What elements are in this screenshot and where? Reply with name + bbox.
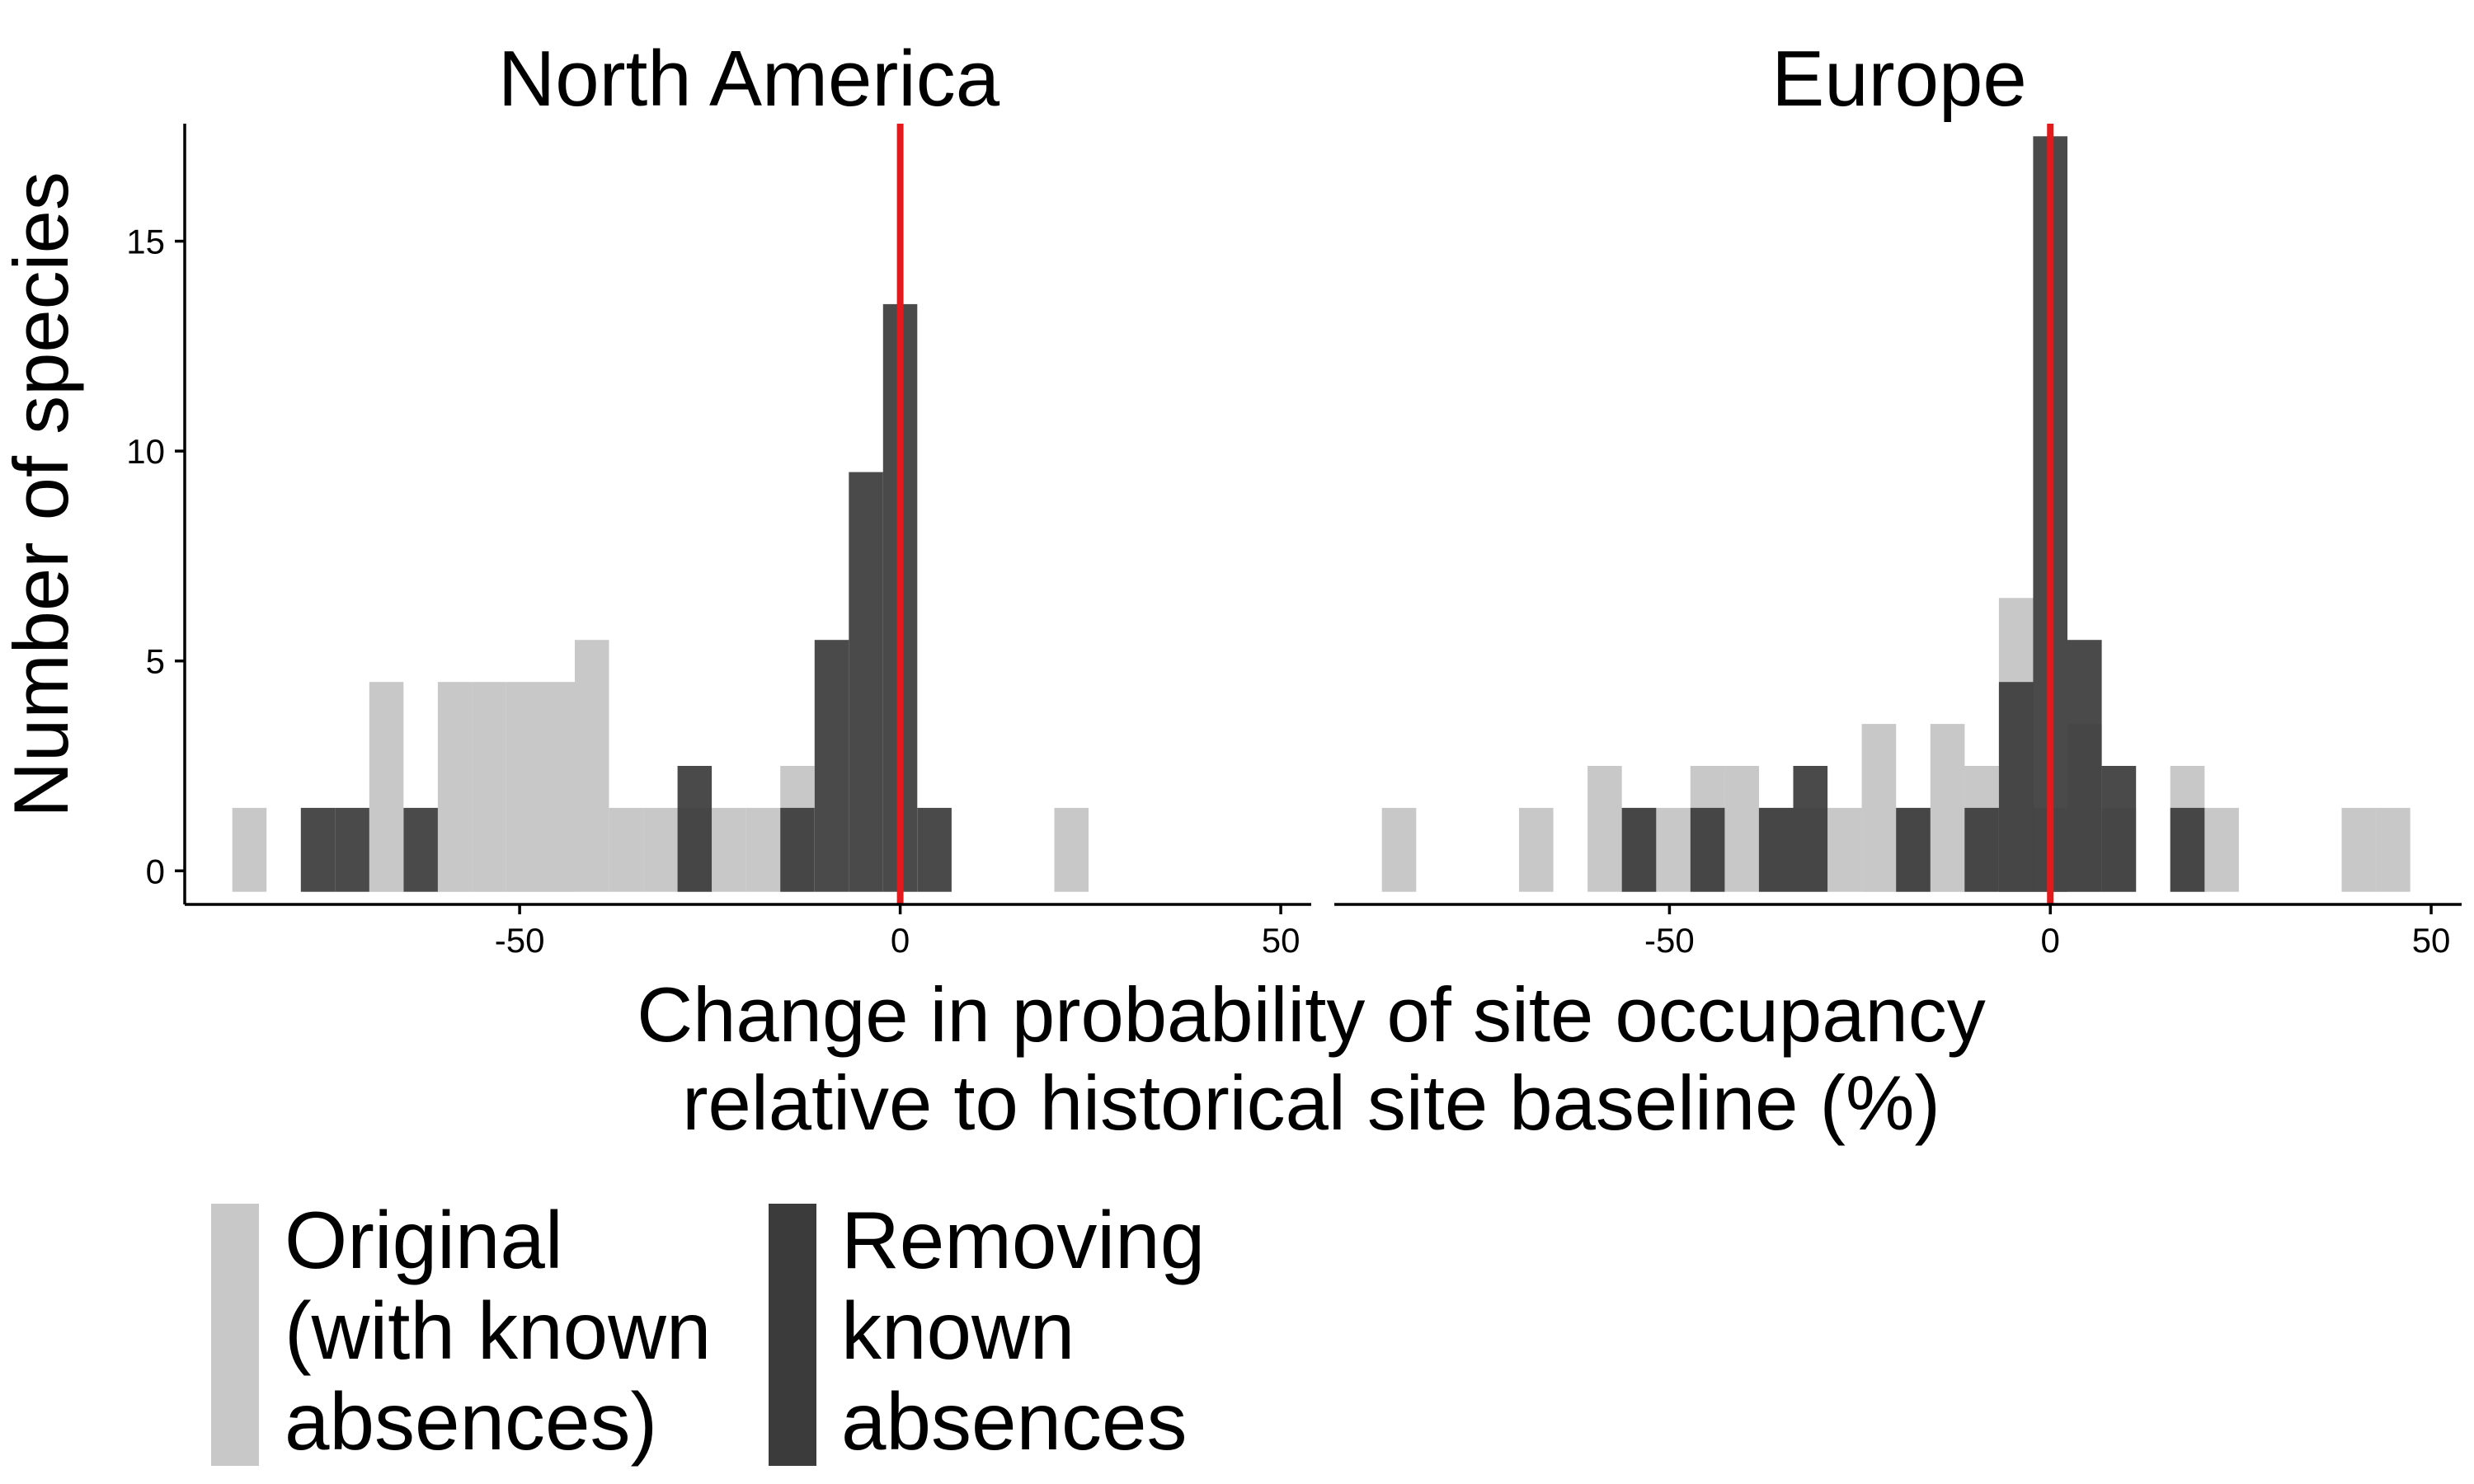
bar-original	[1656, 807, 1691, 892]
bar-original	[437, 682, 473, 892]
x-tick-label: -50	[495, 921, 545, 960]
bar-original	[712, 807, 746, 892]
legend-key-removing	[769, 1204, 816, 1466]
legend-label-line: absences)	[285, 1376, 657, 1467]
bar-original	[1861, 724, 1897, 892]
panel-title: North America	[498, 35, 1000, 123]
legend-label-removing: Removing known absences	[841, 1195, 1227, 1467]
legend-label-line: Removing	[841, 1195, 1205, 1285]
bar-removing	[1793, 766, 1828, 892]
bar-original	[1827, 807, 1862, 892]
legend-label-line: absences	[841, 1376, 1188, 1467]
x-axis-title-line-2: relative to historical site baseline (%)	[682, 1059, 1940, 1146]
bar-original	[1054, 807, 1089, 892]
bar-removing	[814, 640, 849, 892]
panel-north-america: North America -50 0 50 0 5 10 15	[126, 35, 1311, 960]
bar-original	[2341, 807, 2377, 892]
bar-removing	[300, 807, 336, 892]
y-axis-title: Number of species	[0, 171, 84, 818]
legend-key-original	[211, 1204, 259, 1466]
x-axis-title-line-1: Change in probability of site occupancy	[637, 971, 1986, 1058]
bar-original	[540, 682, 575, 892]
bar-removing	[1758, 807, 1794, 892]
x-tick-label: -50	[1644, 921, 1695, 960]
bar-removing	[2170, 807, 2205, 892]
bar-original	[472, 682, 506, 892]
legend: Original (with known absences) Removing …	[211, 1195, 1227, 1467]
y-tick-label: 5	[146, 642, 165, 681]
bar-original	[2376, 807, 2411, 892]
bar-original	[643, 807, 678, 892]
bar-original	[1930, 724, 1965, 892]
bar-original	[575, 640, 609, 892]
y-tick-label: 0	[146, 852, 165, 890]
y-tick-label: 10	[126, 432, 165, 471]
bar-removing	[403, 807, 438, 892]
legend-label-line: Original	[285, 1195, 563, 1285]
bar-original	[2204, 807, 2239, 892]
bar-original	[1724, 766, 1759, 892]
x-tick-label: 50	[2412, 921, 2451, 960]
bar-removing	[1964, 807, 1999, 892]
bar-original	[232, 807, 267, 892]
panel-title: Europe	[1771, 35, 2027, 123]
bar-original	[369, 682, 404, 892]
bar-removing	[849, 472, 883, 892]
x-tick-label: 50	[1262, 921, 1300, 960]
bar-original	[745, 807, 781, 892]
bar-removing	[335, 807, 369, 892]
panel-europe: Europe -50 0 50	[1334, 35, 2462, 960]
bar-removing	[1621, 807, 1657, 892]
bar-original	[609, 807, 644, 892]
x-tick-label: 0	[2041, 921, 2060, 960]
bar-removing	[1896, 807, 1931, 892]
y-tick-label: 15	[126, 223, 165, 261]
bar-removing	[677, 766, 713, 892]
bar-original	[1381, 807, 1417, 892]
bar-original	[506, 682, 541, 892]
bar-original	[1519, 807, 1554, 892]
bar-removing	[1690, 807, 1725, 892]
bar-removing	[917, 807, 952, 892]
bar-original	[1587, 766, 1622, 892]
bar-removing	[2101, 766, 2137, 892]
plot-area: -50 0 50 0 5 10 15	[126, 124, 1311, 960]
legend-label-original: Original (with known absences)	[285, 1195, 734, 1467]
bar-removing	[780, 807, 815, 892]
plot-area: -50 0 50	[1334, 124, 2462, 960]
legend-label-line: (with known	[285, 1285, 711, 1376]
bar-removing	[1998, 682, 2034, 892]
x-tick-label: 0	[891, 921, 910, 960]
legend-label-line: known	[841, 1285, 1075, 1376]
bar-removing	[2067, 640, 2102, 892]
